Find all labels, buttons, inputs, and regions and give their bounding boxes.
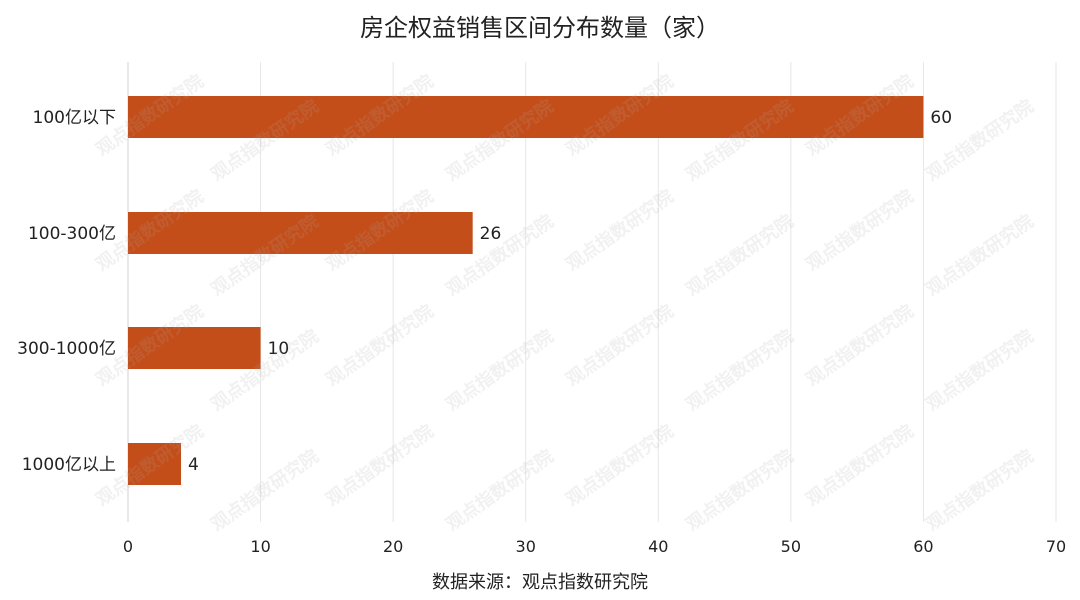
- x-tick-label: 30: [516, 537, 536, 556]
- x-tick-label: 0: [123, 537, 133, 556]
- category-label: 100-300亿: [28, 224, 116, 244]
- grid-lines: [127, 62, 1057, 522]
- category-label: 100亿以下: [33, 108, 116, 128]
- x-tick-label: 10: [250, 537, 270, 556]
- x-tick-label: 60: [913, 537, 933, 556]
- bar-3: [128, 443, 182, 485]
- chart-title: 房企权益销售区间分布数量（家）: [360, 14, 720, 42]
- x-tick-label: 20: [383, 537, 403, 556]
- labels: 0 10 20 30 40 50 60 70 100亿以下 60 100-300亿 26 300-100…: [17, 108, 1066, 556]
- data-label: 4: [188, 455, 199, 475]
- x-tick-label: 70: [1046, 537, 1066, 556]
- x-tick-label: 40: [648, 537, 668, 556]
- data-label: 10: [268, 339, 290, 359]
- source-note: 数据来源：观点指数研究院: [432, 572, 648, 593]
- data-label: 60: [930, 108, 952, 128]
- bars: [128, 96, 924, 485]
- data-label: 26: [480, 224, 502, 244]
- category-label: 300-1000亿: [17, 339, 116, 359]
- x-tick-label: 50: [781, 537, 801, 556]
- bar-1: [128, 212, 473, 254]
- category-label: 1000亿以上: [22, 455, 116, 475]
- bar-2: [128, 327, 261, 369]
- bar-0: [128, 96, 924, 138]
